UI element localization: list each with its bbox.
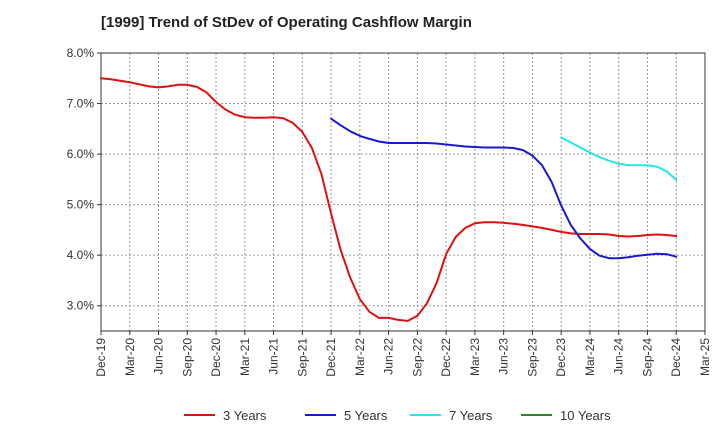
plot-background xyxy=(101,53,705,331)
x-tick-label: Mar-25 xyxy=(698,338,712,376)
x-tick-label: Dec-22 xyxy=(439,338,453,377)
x-tick-label: Sep-20 xyxy=(180,338,194,377)
y-tick-label: 3.0% xyxy=(67,299,95,313)
x-tick-label: Dec-20 xyxy=(209,338,223,377)
x-tick-label: Mar-23 xyxy=(468,338,482,376)
axes: 3.0% 4.0% 5.0% 6.0% 7.0% 8.0% Dec-19 Mar-20 Jun-… xyxy=(67,46,712,377)
x-tick-label: Mar-21 xyxy=(238,338,252,376)
x-tick-label: Dec-23 xyxy=(554,338,568,377)
y-tick-label: 7.0% xyxy=(67,97,95,111)
legend-label-3-years: 3 Years xyxy=(223,408,267,423)
x-tick-label: Sep-22 xyxy=(410,338,424,377)
legend: 3 Years 5 Years 7 Years 10 Years xyxy=(184,408,611,423)
legend-label-5-years: 5 Years xyxy=(344,408,388,423)
y-tick-label: 5.0% xyxy=(67,198,95,212)
series-line-7-years xyxy=(560,136,678,181)
series-line-3-years xyxy=(100,77,678,322)
chart-title: [1999] Trend of StDev of Operating Cashf… xyxy=(101,14,472,31)
x-tick-label: Dec-24 xyxy=(669,338,683,377)
plot-frame xyxy=(100,52,706,332)
plot-area xyxy=(101,53,705,331)
legend-label-7-years: 7 Years xyxy=(449,408,493,423)
grid-lines xyxy=(101,53,705,331)
x-tick-label: Dec-21 xyxy=(324,338,338,377)
x-tick-label: Jun-23 xyxy=(497,338,511,375)
y-tick-label: 8.0% xyxy=(67,46,95,60)
x-tick-label: Dec-19 xyxy=(94,338,108,377)
legend-label-10-years: 10 Years xyxy=(560,408,611,423)
x-tick-label: Jun-24 xyxy=(612,338,626,375)
x-tick-label: Jun-21 xyxy=(267,338,281,375)
x-tick-label: Jun-20 xyxy=(152,338,166,375)
series-lines xyxy=(100,77,678,322)
x-tick-label: Jun-22 xyxy=(382,338,396,375)
series-line-5-years xyxy=(330,117,678,260)
x-tick-label: Sep-23 xyxy=(525,338,539,377)
x-tick-label: Mar-24 xyxy=(583,338,597,376)
x-tick-label: Mar-20 xyxy=(123,338,137,376)
x-tick-label: Mar-22 xyxy=(353,338,367,376)
x-tick-label: Sep-21 xyxy=(295,338,309,377)
x-tick-label: Sep-24 xyxy=(640,338,654,377)
y-tick-label: 4.0% xyxy=(67,248,95,262)
y-tick-label: 6.0% xyxy=(67,147,95,161)
